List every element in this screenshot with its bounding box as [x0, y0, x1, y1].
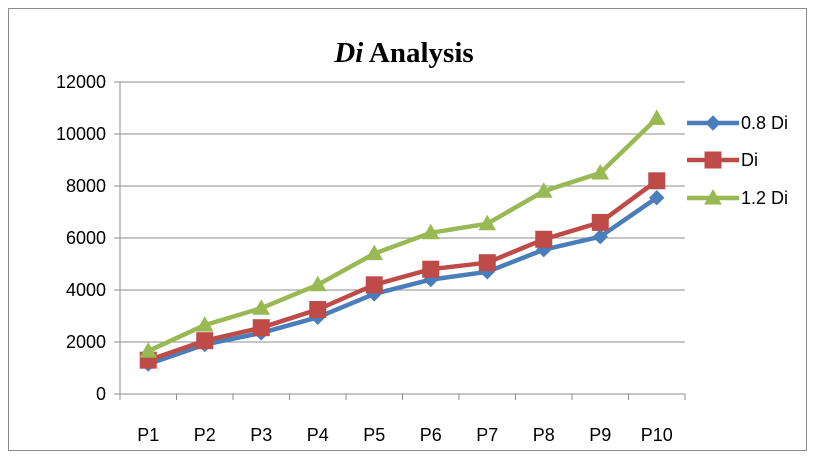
y-tick-label: 10000: [56, 124, 106, 144]
x-tick-label: P6: [420, 425, 442, 445]
data-point: [647, 109, 666, 125]
series-1: [140, 189, 665, 372]
data-point: [196, 332, 214, 350]
legend-item: 1.2 Di: [687, 188, 788, 208]
legend-marker: [704, 151, 722, 169]
data-point: [592, 228, 608, 245]
legend: 0.8 Di Di 1.2 Di: [687, 113, 788, 208]
data-point: [252, 319, 270, 337]
x-tick-label: P8: [533, 425, 555, 445]
data-point: [195, 316, 214, 332]
x-tick-label: P1: [137, 425, 159, 445]
data-point: [365, 244, 384, 261]
y-tick-label: 12000: [56, 72, 106, 92]
data-point: [478, 254, 496, 272]
chart-frame: Di Analysis 0 2000 4000 6000 8000 10000 12000 P…: [8, 8, 807, 451]
series-line: [147, 195, 659, 367]
y-tick-label: 2000: [66, 332, 106, 352]
data-point: [421, 223, 440, 240]
legend-item: Di: [687, 150, 758, 170]
legend-item: 0.8 Di: [687, 113, 788, 133]
chart-title-rest: Analysis: [363, 37, 473, 69]
data-point: [309, 301, 327, 318]
data-point: [139, 342, 158, 358]
series-layer: [139, 109, 666, 372]
series-line: [147, 116, 659, 354]
x-tick-label: P10: [641, 425, 673, 445]
data-point: [478, 214, 497, 231]
legend-label: Di: [741, 150, 758, 170]
legend-marker: [705, 115, 721, 131]
data-point: [649, 189, 665, 206]
chart-title-italic: Di: [333, 37, 363, 69]
data-point: [648, 172, 666, 190]
data-point: [535, 230, 553, 248]
x-tick-label: P3: [250, 425, 272, 445]
data-point: [422, 260, 440, 278]
x-tick-label: P5: [363, 425, 385, 445]
series-3: [139, 109, 666, 358]
data-point: [591, 163, 610, 180]
x-tick-label: P9: [589, 425, 611, 445]
chart-title: Di Analysis: [333, 37, 473, 69]
series-line: [147, 178, 659, 363]
legend-marker: [704, 188, 722, 205]
data-point: [252, 299, 271, 315]
y-tick-label: 6000: [66, 228, 106, 248]
y-tick-label: 0: [96, 384, 106, 404]
line-chart: Di Analysis 0 2000 4000 6000 8000 10000 12000 P…: [56, 37, 788, 445]
data-point: [365, 276, 383, 294]
data-point: [534, 182, 553, 198]
x-tick-label: P4: [307, 425, 329, 445]
x-tick-label: P7: [476, 425, 498, 445]
series-2: [139, 172, 666, 369]
data-point: [308, 275, 327, 292]
legend-label: 1.2 Di: [741, 188, 788, 208]
y-tick-label: 4000: [66, 280, 106, 300]
legend-label: 0.8 Di: [741, 113, 788, 133]
axes: 0 2000 4000 6000 8000 10000 12000 P1 P2 P3 P4 P5 P6 P…: [56, 72, 686, 445]
data-point: [591, 213, 609, 231]
x-tick-label: P2: [194, 425, 216, 445]
y-tick-label: 8000: [66, 176, 106, 196]
